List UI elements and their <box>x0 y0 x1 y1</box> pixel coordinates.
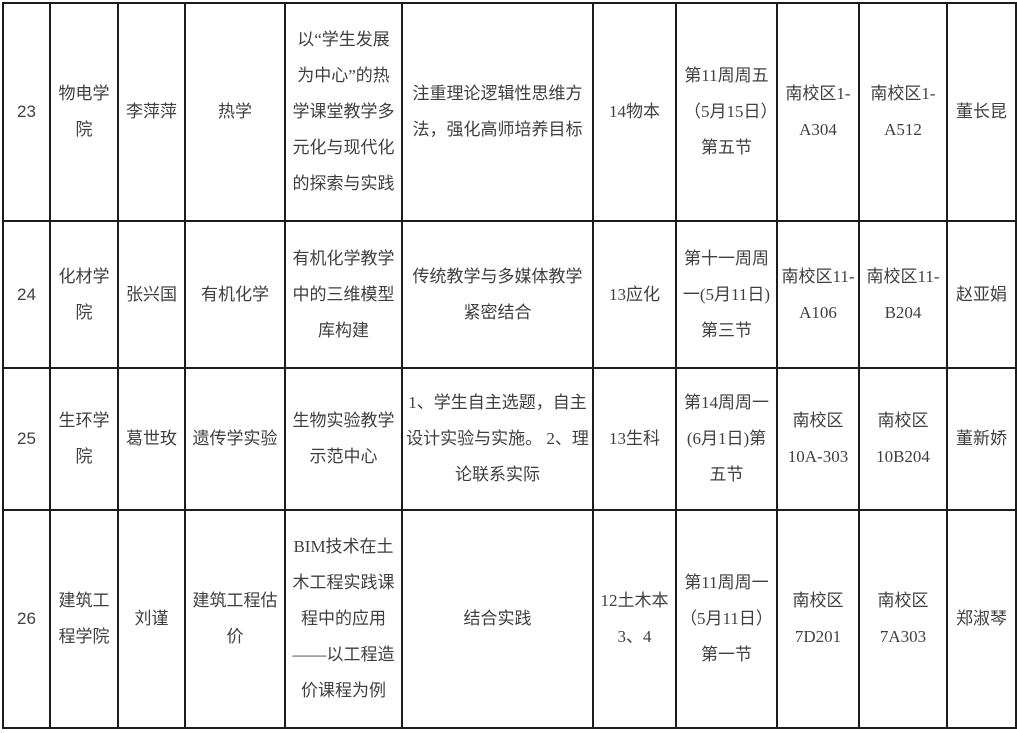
cell-college: 建筑工程学院 <box>49 509 119 729</box>
cell-time: 第十一周周一(5月11日)第三节 <box>675 220 778 369</box>
cell-teacher: 葛世玫 <box>117 367 186 511</box>
cell-time: 第14周周一(6月1日)第五节 <box>675 367 778 511</box>
cell-teacher: 李萍萍 <box>117 2 186 222</box>
cell-class: 12土木本3、4 <box>592 509 677 729</box>
cell-class: 13生科 <box>592 367 677 511</box>
cell-row-number: 26 <box>2 509 51 729</box>
cell-class: 13应化 <box>592 220 677 369</box>
table-row: 23 物电学院 李萍萍 热学 以“学生发展为中心”的热学课堂教学多元化与现代化的… <box>2 2 1017 222</box>
cell-class: 14物本 <box>592 2 677 222</box>
cell-row-number: 25 <box>2 367 51 511</box>
cell-topic: 生物实验教学示范中心 <box>284 367 403 511</box>
cell-course: 热学 <box>184 2 286 222</box>
cell-course: 建筑工程估价 <box>184 509 286 729</box>
cell-row-number: 23 <box>2 2 51 222</box>
cell-college: 物电学院 <box>49 2 119 222</box>
table-row: 26 建筑工程学院 刘谨 建筑工程估价 BIM技术在土木工程实践课程中的应用——… <box>2 509 1017 729</box>
cell-topic: 以“学生发展为中心”的热学课堂教学多元化与现代化的探索与实践 <box>284 2 403 222</box>
cell-room1: 南校区10A-303 <box>776 367 860 511</box>
cell-course: 遗传学实验 <box>184 367 286 511</box>
cell-topic: BIM技术在土木工程实践课程中的应用——以工程造价课程为例 <box>284 509 403 729</box>
cell-feature: 1、学生自主选题，自主设计实验与实施。 2、理论联系实际 <box>401 367 594 511</box>
cell-person: 董长昆 <box>946 2 1017 222</box>
cell-college: 生环学院 <box>49 367 119 511</box>
cell-room2: 南校区7A303 <box>858 509 948 729</box>
cell-person: 郑淑琴 <box>946 509 1017 729</box>
cell-person: 赵亚娟 <box>946 220 1017 369</box>
cell-teacher: 张兴国 <box>117 220 186 369</box>
cell-person: 董新娇 <box>946 367 1017 511</box>
cell-room1: 南校区7D201 <box>776 509 860 729</box>
cell-room2: 南校区1-A512 <box>858 2 948 222</box>
cell-feature: 结合实践 <box>401 509 594 729</box>
cell-row-number: 24 <box>2 220 51 369</box>
cell-time: 第11周周五（5月15日）第五节 <box>675 2 778 222</box>
cell-room1: 南校区1-A304 <box>776 2 860 222</box>
cell-time: 第11周周一（5月11日）第一节 <box>675 509 778 729</box>
cell-topic: 有机化学教学中的三维模型库构建 <box>284 220 403 369</box>
cell-room1: 南校区11-A106 <box>776 220 860 369</box>
cell-feature: 传统教学与多媒体教学紧密结合 <box>401 220 594 369</box>
cell-course: 有机化学 <box>184 220 286 369</box>
table-row: 25 生环学院 葛世玫 遗传学实验 生物实验教学示范中心 1、学生自主选题，自主… <box>2 367 1017 511</box>
cell-college: 化材学院 <box>49 220 119 369</box>
cell-feature: 注重理论逻辑性思维方法，强化高师培养目标 <box>401 2 594 222</box>
table-row: 24 化材学院 张兴国 有机化学 有机化学教学中的三维模型库构建 传统教学与多媒… <box>2 220 1017 369</box>
cell-teacher: 刘谨 <box>117 509 186 729</box>
cell-room2: 南校区10B204 <box>858 367 948 511</box>
cell-room2: 南校区11-B204 <box>858 220 948 369</box>
